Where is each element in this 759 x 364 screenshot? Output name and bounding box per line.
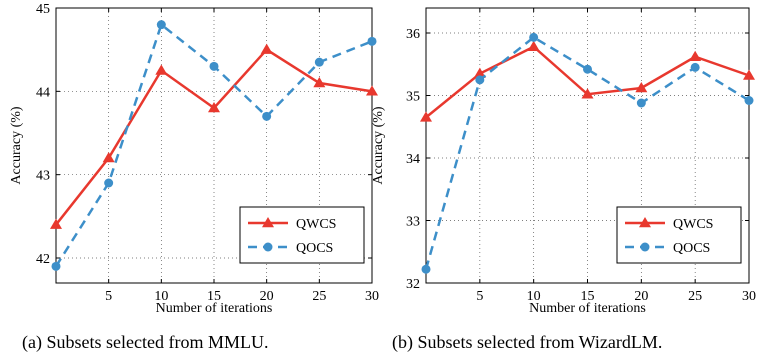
data-point-qwcs bbox=[208, 102, 220, 113]
legend-marker-qwcs bbox=[639, 217, 651, 228]
y-tick-label: 34 bbox=[406, 152, 420, 167]
legend: QWCS QOCS bbox=[616, 206, 742, 264]
series-line-qwcs bbox=[55, 48, 373, 226]
data-point-qocs bbox=[690, 62, 700, 72]
data-point-qwcs bbox=[102, 152, 115, 163]
x-tick-label: 30 bbox=[365, 289, 379, 304]
caption-a: (a) Subsets selected from MMLU. bbox=[22, 332, 269, 352]
x-tick-label: 20 bbox=[260, 289, 274, 304]
data-point-qocs bbox=[421, 264, 431, 274]
y-tick-label: 42 bbox=[36, 252, 50, 267]
legend-label-qocs: QOCS bbox=[673, 241, 710, 256]
legend-marker-qocs bbox=[263, 242, 273, 252]
y-tick-label: 43 bbox=[36, 169, 50, 184]
legend-label-qwcs: QWCS bbox=[296, 217, 336, 232]
legend-box bbox=[616, 206, 742, 264]
y-tick-label: 32 bbox=[406, 277, 420, 292]
legend-label-qocs: QOCS bbox=[296, 241, 333, 256]
legend-label-qwcs: QWCS bbox=[673, 217, 713, 232]
data-point-qocs bbox=[262, 111, 272, 121]
data-point-qwcs bbox=[50, 218, 62, 229]
data-point-qocs bbox=[636, 98, 646, 108]
data-point-qwcs bbox=[635, 82, 648, 93]
data-point-qwcs bbox=[581, 88, 594, 99]
data-point-qwcs bbox=[155, 64, 168, 75]
y-tick-label: 44 bbox=[36, 85, 50, 100]
x-tick-label: 25 bbox=[312, 289, 326, 304]
x-tick-label: 25 bbox=[688, 289, 702, 304]
data-point-qocs bbox=[583, 64, 592, 74]
data-point-qwcs bbox=[689, 50, 702, 61]
x-tick-label: 20 bbox=[634, 289, 648, 304]
y-axis-label: Accuracy (%) bbox=[9, 106, 24, 184]
x-tick-label: 15 bbox=[581, 289, 595, 304]
x-tick-label: 30 bbox=[742, 289, 756, 304]
data-point-qocs bbox=[367, 36, 377, 46]
x-axis-label: Number of iterations bbox=[529, 301, 646, 316]
x-tick-label: 10 bbox=[154, 289, 168, 304]
x-tick-label: 15 bbox=[207, 289, 221, 304]
y-tick-label: 45 bbox=[36, 2, 50, 17]
legend-marker-qwcs bbox=[262, 217, 274, 228]
data-point-qwcs bbox=[527, 40, 540, 51]
data-point-qocs bbox=[744, 96, 754, 105]
legend-marker-qocs bbox=[640, 242, 650, 252]
x-axis-label: Number of iterations bbox=[156, 301, 273, 316]
data-point-qocs bbox=[156, 20, 166, 30]
data-point-qocs bbox=[104, 178, 114, 188]
y-tick-label: 36 bbox=[406, 27, 420, 42]
data-point-qocs bbox=[529, 32, 539, 42]
y-tick-label: 33 bbox=[406, 215, 420, 230]
data-point-qwcs bbox=[743, 69, 755, 80]
data-point-qwcs bbox=[420, 111, 432, 122]
legend-box bbox=[239, 206, 365, 264]
data-point-qwcs bbox=[260, 43, 273, 54]
data-point-qocs bbox=[314, 57, 324, 67]
caption-b: (b) Subsets selected from WizardLM. bbox=[392, 332, 663, 352]
legend: QWCS QOCS bbox=[239, 206, 365, 264]
y-tick-label: 35 bbox=[406, 90, 420, 105]
x-tick-label: 5 bbox=[105, 289, 112, 304]
data-point-qocs bbox=[209, 61, 219, 71]
data-point-qocs bbox=[475, 75, 485, 85]
chart-a: 5 10 15 20 25 30 42 43 44 45 Number of iterations A… bbox=[9, 2, 379, 316]
series-line-qwcs bbox=[425, 45, 750, 119]
data-point-qwcs bbox=[366, 85, 378, 96]
data-point-qocs bbox=[51, 261, 61, 271]
chart-b: 5 10 15 20 25 30 32 33 34 35 36 Number of iteration… bbox=[371, 7, 756, 316]
data-point-qwcs bbox=[313, 77, 326, 88]
x-tick-label: 10 bbox=[527, 289, 541, 304]
y-axis-label: Accuracy (%) bbox=[371, 106, 386, 184]
data-point-qwcs bbox=[473, 67, 486, 78]
x-tick-label: 5 bbox=[476, 289, 483, 304]
